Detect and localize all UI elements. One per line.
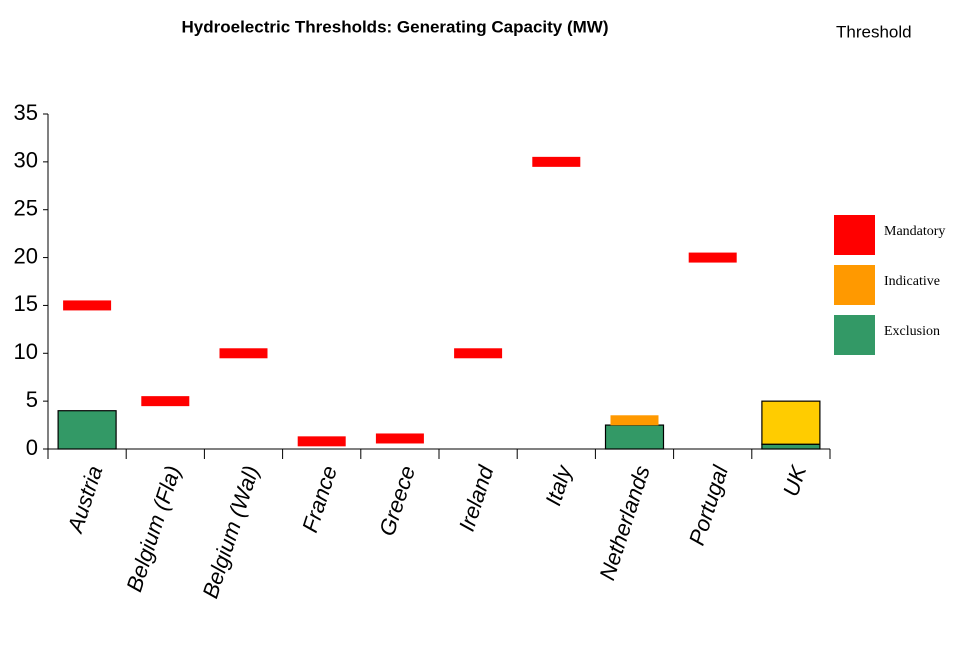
y-tick-label: 15 [14,291,38,316]
threshold-marker [610,415,659,426]
x-tick-label: Greece [374,463,420,539]
x-tick-label: Ireland [454,462,499,534]
x-tick-label: Belgium (Wal) [197,463,263,602]
legend-label: Mandatory [884,224,945,239]
y-tick-label: 30 [14,148,38,173]
x-tick-label: Portugal [684,462,733,549]
threshold-marker [532,156,581,167]
threshold-marker [688,252,737,263]
x-tick-label: France [297,463,342,536]
threshold-marker [63,300,112,311]
y-tick-label: 20 [14,243,38,268]
y-tick-label: 25 [14,196,38,221]
y-tick-label: 0 [26,435,38,460]
legend-swatch [834,215,875,255]
bar [57,410,117,450]
threshold-marker [141,396,190,407]
x-tick-label: Belgium (Fla) [121,463,185,595]
legend-swatch [834,315,875,355]
y-tick-label: 35 [14,100,38,125]
legend-swatch [834,265,875,305]
threshold-marker [219,348,268,359]
legend-label: Exclusion [884,324,940,339]
legend-label: Indicative [884,274,940,289]
threshold-marker [454,348,503,359]
bar [761,443,821,450]
x-tick-label: Austria [62,463,108,538]
chart-title: Hydroelectric Thresholds: Generating Cap… [182,17,609,36]
x-tick-label: UK [778,461,812,499]
legend-title: Threshold [836,22,912,41]
threshold-marker [375,433,424,444]
bar [761,400,821,445]
bar [604,424,665,450]
x-tick-label: Netherlands [594,463,654,584]
threshold-marker [297,436,346,447]
y-tick-label: 10 [14,339,38,364]
y-tick-label: 5 [26,387,38,412]
x-tick-label: Italy [540,461,577,509]
